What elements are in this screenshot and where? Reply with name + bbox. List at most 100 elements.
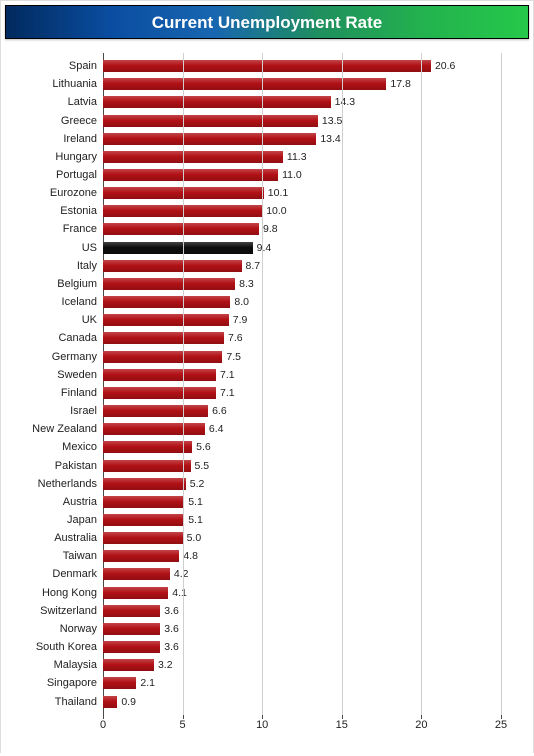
value-label: 6.4: [205, 423, 224, 435]
bar: 4.8: [103, 550, 179, 562]
bar-row: UK7.9: [103, 313, 501, 327]
y-label: Iceland: [19, 296, 103, 308]
gridline: [501, 53, 502, 715]
bar-row: Ireland13.4: [103, 132, 501, 146]
y-label: Estonia: [19, 205, 103, 217]
bar: 20.6: [103, 60, 431, 72]
bar: 5.1: [103, 514, 184, 526]
bar-row: France9.8: [103, 222, 501, 236]
y-label: Spain: [19, 60, 103, 72]
bar: 3.6: [103, 641, 160, 653]
value-label: 5.0: [183, 532, 202, 544]
x-tick-label: 0: [100, 719, 106, 731]
y-label: Finland: [19, 387, 103, 399]
y-label: Netherlands: [19, 478, 103, 490]
x-tick-label: 5: [180, 719, 186, 731]
gridline: [421, 53, 422, 715]
bar: 13.4: [103, 133, 316, 145]
bar-row: South Korea3.6: [103, 640, 501, 654]
x-tick-mark: [183, 715, 184, 719]
y-label: Denmark: [19, 568, 103, 580]
bar-row: Pakistan5.5: [103, 459, 501, 473]
y-label: Thailand: [19, 696, 103, 708]
value-label: 14.3: [331, 96, 355, 108]
gridline: [342, 53, 343, 715]
bar-row: Finland7.1: [103, 386, 501, 400]
bar-row: Canada7.6: [103, 331, 501, 345]
bar-row: Israel6.6: [103, 404, 501, 418]
y-label: Hungary: [19, 151, 103, 163]
value-label: 8.3: [235, 278, 254, 290]
x-tick-mark: [501, 715, 502, 719]
y-label: Canada: [19, 332, 103, 344]
bar: 14.3: [103, 96, 331, 108]
y-label: Singapore: [19, 677, 103, 689]
x-axis: 0510152025: [103, 717, 501, 739]
value-label: 3.2: [154, 659, 173, 671]
y-label: Italy: [19, 260, 103, 272]
bar-row: Japan5.1: [103, 513, 501, 527]
chart-title: Current Unemployment Rate: [5, 5, 529, 39]
chart-container: Current Unemployment Rate Spain20.6Lithu…: [1, 5, 533, 756]
y-label: South Korea: [19, 641, 103, 653]
y-label: Mexico: [19, 441, 103, 453]
bar: 9.8: [103, 223, 259, 235]
bar: 5.1: [103, 496, 184, 508]
value-label: 7.6: [224, 332, 243, 344]
bar-row: Italy8.7: [103, 259, 501, 273]
x-tick-label: 25: [495, 719, 507, 731]
x-tick-label: 15: [336, 719, 348, 731]
bar-row: Norway3.6: [103, 622, 501, 636]
gridline: [183, 53, 184, 715]
bar-row: Belgium8.3: [103, 277, 501, 291]
bar-row: Latvia14.3: [103, 95, 501, 109]
bar: 9.4: [103, 242, 253, 254]
y-label: Taiwan: [19, 550, 103, 562]
bar-row: New Zealand6.4: [103, 422, 501, 436]
bar-row: Thailand0.9: [103, 695, 501, 709]
bar: 5.0: [103, 532, 183, 544]
value-label: 11.3: [283, 151, 307, 163]
y-label: Latvia: [19, 96, 103, 108]
value-label: 5.5: [191, 460, 210, 472]
y-label: New Zealand: [19, 423, 103, 435]
bar-row: Denmark4.2: [103, 567, 501, 581]
bar-row: Portugal11.0: [103, 168, 501, 182]
value-label: 10.0: [262, 205, 286, 217]
value-label: 3.6: [160, 641, 179, 653]
value-label: 6.6: [208, 405, 227, 417]
value-label: 8.7: [242, 260, 261, 272]
bar-row: US9.4: [103, 241, 501, 255]
value-label: 20.6: [431, 60, 455, 72]
x-tick-label: 10: [256, 719, 268, 731]
bar-row: Germany7.5: [103, 350, 501, 364]
bar-row: Netherlands5.2: [103, 477, 501, 491]
bar: 6.4: [103, 423, 205, 435]
chart-area: Spain20.6Lithuania17.8Latvia14.3Greece13…: [15, 47, 519, 739]
bar-row: Hungary11.3: [103, 150, 501, 164]
bar: 0.9: [103, 696, 117, 708]
bar: 3.2: [103, 659, 154, 671]
bar-row: Mexico5.6: [103, 440, 501, 454]
bar: 8.3: [103, 278, 235, 290]
y-label: Germany: [19, 351, 103, 363]
value-label: 13.4: [316, 133, 340, 145]
gridline: [262, 53, 263, 715]
y-label: Japan: [19, 514, 103, 526]
bar-row: Greece13.5: [103, 114, 501, 128]
bar: 8.7: [103, 260, 242, 272]
y-label: Greece: [19, 115, 103, 127]
bar-row: Singapore2.1: [103, 676, 501, 690]
y-label: Israel: [19, 405, 103, 417]
bar: 7.5: [103, 351, 222, 363]
bar: 3.6: [103, 605, 160, 617]
y-label: Norway: [19, 623, 103, 635]
value-label: 7.9: [229, 314, 248, 326]
bar: 6.6: [103, 405, 208, 417]
y-label: Belgium: [19, 278, 103, 290]
value-label: 4.2: [170, 568, 189, 580]
bar-row: Hong Kong4.1: [103, 586, 501, 600]
value-label: 5.1: [184, 514, 203, 526]
bar-row: Iceland8.0: [103, 295, 501, 309]
bar: 5.2: [103, 478, 186, 490]
